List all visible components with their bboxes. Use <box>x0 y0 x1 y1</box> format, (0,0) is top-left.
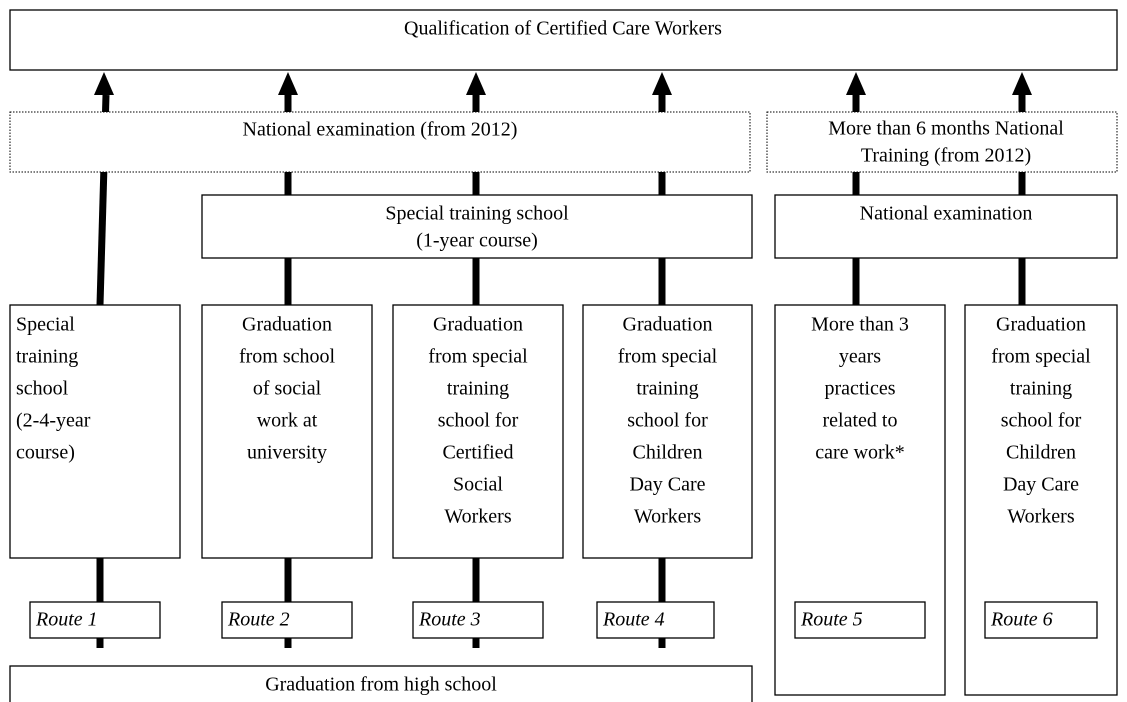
route-label-box <box>596 601 715 639</box>
box-text: school for <box>1001 410 1082 432</box>
box-text: from special <box>618 346 718 368</box>
box-text: related to <box>823 410 898 432</box>
route-label: Route 5 <box>800 609 863 631</box>
box-text: of social <box>253 378 322 400</box>
route-label-box <box>29 601 161 639</box>
route-label: Route 4 <box>602 609 665 631</box>
top-box <box>9 9 1118 71</box>
box-text: Graduation <box>242 314 332 336</box>
arrowhead <box>652 72 672 95</box>
stage-text: National examination (from 2012) <box>243 119 518 141</box>
route-label: Route 3 <box>418 609 481 631</box>
route-label-box <box>984 601 1098 639</box>
box-text: (1-year course) <box>416 230 538 252</box>
box-text: school for <box>438 410 519 432</box>
box-text: More than 6 months National <box>828 118 1064 140</box>
stage-box <box>774 194 1118 259</box>
route-label-box <box>221 601 353 639</box>
box-text: training <box>447 378 509 400</box>
stage-box <box>201 194 753 259</box>
box-text: school for <box>627 410 708 432</box>
box-text: Workers <box>1007 506 1074 528</box>
arrowhead <box>466 72 486 95</box>
box-text: Workers <box>634 506 701 528</box>
bottom-box <box>9 665 753 702</box>
box-text: Special <box>16 314 75 336</box>
box-text: Graduation <box>623 314 713 336</box>
route-label: Route 2 <box>227 609 290 631</box>
box-text: Graduation <box>433 314 523 336</box>
box-text: Children <box>1006 442 1076 464</box>
stage-box <box>9 111 751 173</box>
box-text: More than 3 <box>811 314 909 336</box>
box-text: Training (from 2012) <box>861 145 1031 167</box>
box-text: course) <box>16 442 75 464</box>
route-label: Route 1 <box>35 609 98 631</box>
box-text: work at <box>257 410 318 432</box>
route-label-box <box>794 601 926 639</box>
box-text: training <box>636 378 698 400</box>
stage-box <box>766 111 1118 173</box>
box-text: Children <box>633 442 703 464</box>
route-box <box>201 304 373 559</box>
route-label-box <box>412 601 544 639</box>
box-text: from special <box>428 346 528 368</box>
box-text: care work* <box>815 442 904 464</box>
box-text: (2-4-year <box>16 410 91 432</box>
title: Qualification of Certified Care Workers <box>404 18 722 40</box>
box-text: Social <box>453 474 503 496</box>
box-text: Day Care <box>1003 474 1079 496</box>
box-text: Graduation <box>996 314 1086 336</box>
box-text: Day Care <box>629 474 705 496</box>
box-text: Certified <box>442 442 513 464</box>
box-text: university <box>247 442 327 464</box>
arrowhead <box>94 72 114 95</box>
route-label: Route 6 <box>990 609 1053 631</box>
box-text: Workers <box>444 506 511 528</box>
arrowhead <box>846 72 866 95</box>
box-text: training <box>1010 378 1072 400</box>
box-text: Special training school <box>385 203 569 225</box>
route-box <box>582 304 753 559</box>
arrowhead <box>1012 72 1032 95</box>
arrowhead <box>278 72 298 95</box>
stage-text: Graduation from high school <box>265 674 497 696</box>
stage-text: National examination <box>860 203 1033 225</box>
box-text: from special <box>991 346 1091 368</box>
box-text: from school <box>239 346 336 368</box>
route-box <box>392 304 564 559</box>
box-text: training <box>16 346 78 368</box>
box-text: school <box>16 378 69 400</box>
box-text: years <box>839 346 881 368</box>
route-box <box>9 304 181 559</box>
box-text: practices <box>824 378 895 400</box>
